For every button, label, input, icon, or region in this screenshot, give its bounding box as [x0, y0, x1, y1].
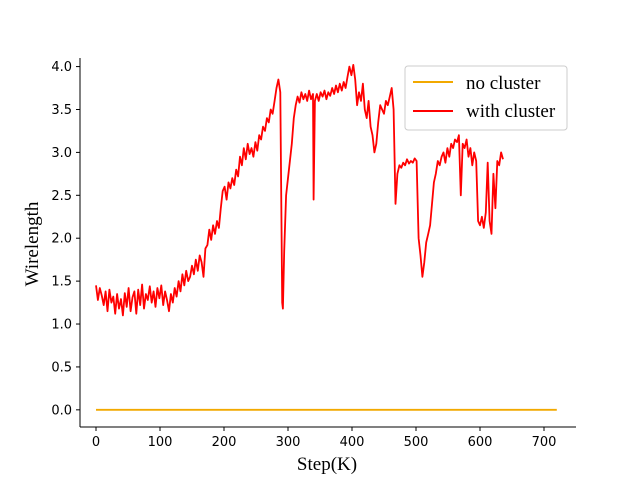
x-tick-label: 300: [276, 435, 301, 450]
x-tick-label: 500: [404, 435, 429, 450]
y-tick-label: 0.5: [51, 360, 72, 375]
y-tick-label: 4.0: [51, 60, 72, 75]
y-tick-label: 2.0: [51, 232, 72, 247]
legend: no cluster with cluster: [404, 65, 568, 131]
x-tick-label: 400: [340, 435, 365, 450]
x-axis-label: Step(K): [297, 454, 357, 475]
y-axis-label: Wirelength: [22, 201, 43, 286]
x-tick-label: 0: [92, 435, 100, 450]
y-tick-label: 3.0: [51, 146, 72, 161]
legend-label-no-cluster: no cluster: [466, 73, 541, 94]
legend-label-with-cluster: with cluster: [466, 101, 556, 122]
y-tick-label: 1.5: [51, 275, 72, 290]
y-tick-label: 2.5: [51, 189, 72, 204]
y-tick-label: 1.0: [51, 318, 72, 333]
y-axis-ticks: 0.0 0.5 1.0 1.5 2.0 2.5 3.0 3.5 4.0: [51, 60, 80, 418]
x-tick-label: 200: [212, 435, 237, 450]
x-tick-label: 600: [468, 435, 493, 450]
x-tick-label: 700: [532, 435, 557, 450]
plot-area: [95, 64, 557, 411]
y-tick-label: 0.0: [51, 403, 72, 418]
x-tick-label: 100: [148, 435, 173, 450]
x-axis-ticks: 0 100 200 300 400 500 600 700: [92, 427, 557, 450]
series-line-with-cluster: [95, 64, 504, 317]
y-tick-label: 3.5: [51, 103, 72, 118]
